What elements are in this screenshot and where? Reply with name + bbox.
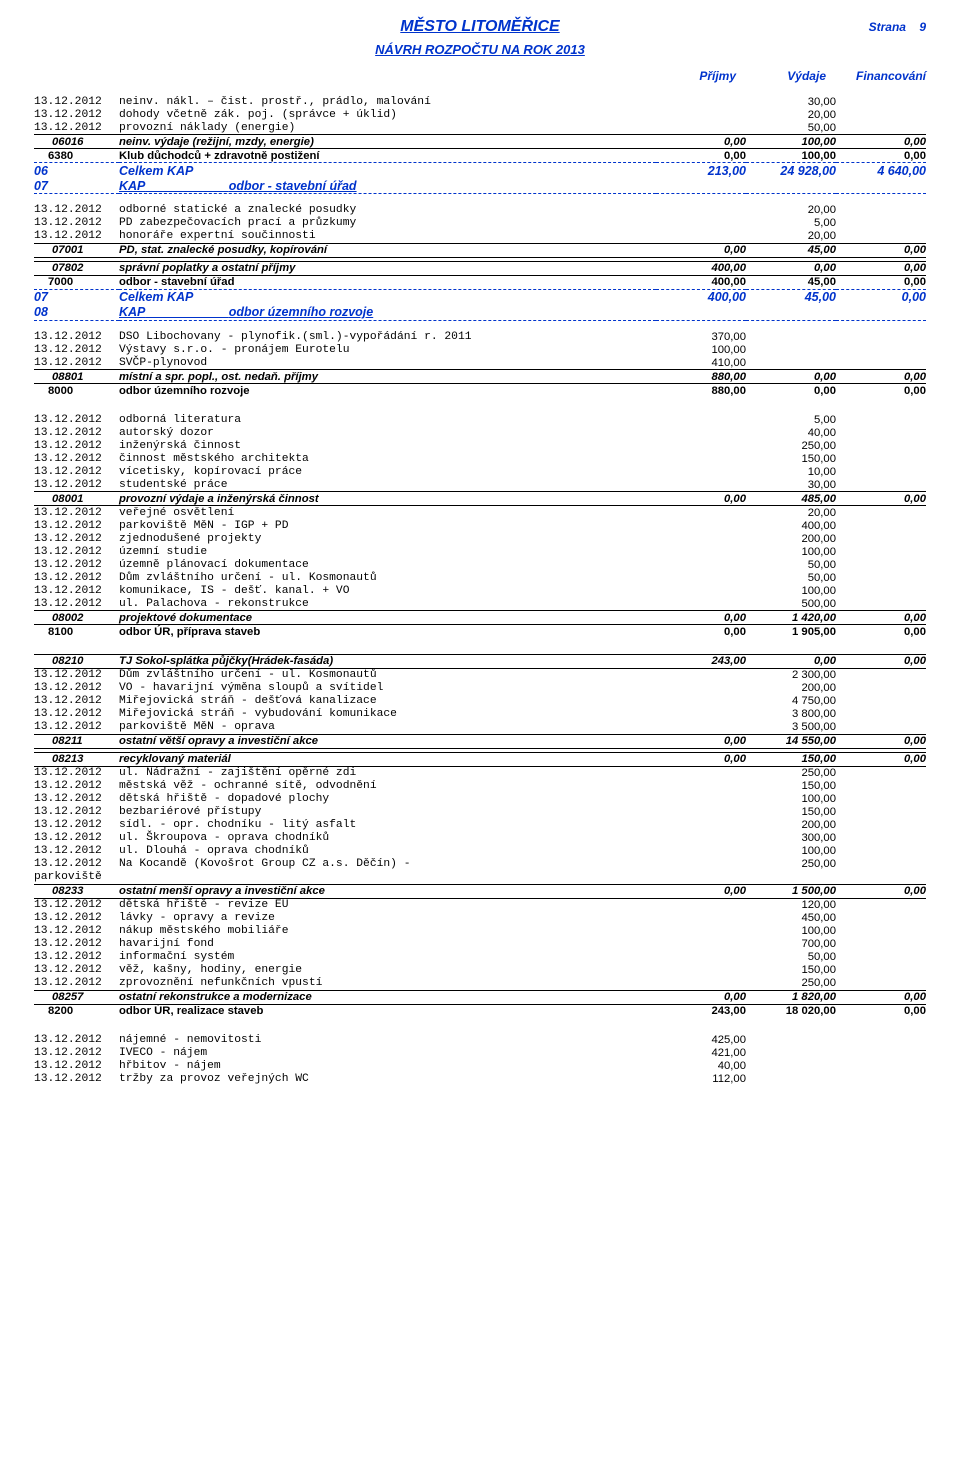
sum-row: 8200 odbor ÚR, realizace staveb 243,0018… <box>34 1004 926 1018</box>
kap-row: 08 KAP odbor územního rozvoje <box>34 305 926 321</box>
detail-row: 13.12.2012 parkoviště MěN - oprava 3 500… <box>34 721 926 735</box>
col-financovani: Financování <box>826 69 926 83</box>
detail-row: 13.12.2012 ul. Škroupova - oprava chodní… <box>34 832 926 845</box>
detail-row: 13.12.2012 odborné statické a znalecké p… <box>34 204 926 217</box>
detail-row: 13.12.2012 veřejné osvětlení 20,00 <box>34 506 926 520</box>
detail-row: 13.12.2012 sídl. - opr. chodníku - litý … <box>34 819 926 832</box>
detail-row: 13.12.2012 inženýrská činnost 250,00 <box>34 439 926 452</box>
sum-row: 7000 odbor - stavební úřad 400,0045,000,… <box>34 275 926 289</box>
subtotal-row: 06016 neinv. výdaje (režijní, mzdy, ener… <box>34 135 926 149</box>
detail-row: 13.12.2012 ul. Palachova - rekonstrukce … <box>34 597 926 611</box>
col-vydaje: Výdaje <box>736 69 826 83</box>
detail-row: 13.12.2012 zjednodušené projekty 200,00 <box>34 532 926 545</box>
detail-row: 13.12.2012 honoráře expertní součinnosti… <box>34 230 926 244</box>
sum-row: 8000 odbor územního rozvoje 880,000,000,… <box>34 384 926 398</box>
detail-row: 13.12.2012 Na Kocandě (Kovošrot Group CZ… <box>34 858 926 871</box>
detail-row: 13.12.2012 věž, kašny, hodiny, energie 1… <box>34 964 926 977</box>
detail-row: 13.12.2012 Dům zvláštního určení - ul. K… <box>34 571 926 584</box>
subtotal-row: 08233 ostatní menší opravy a investiční … <box>34 884 926 898</box>
detail-row: 13.12.2012 územně plánovací dokumentace … <box>34 558 926 571</box>
detail-row: 13.12.2012 neinv. nákl. – čist. prostř.,… <box>34 95 926 108</box>
detail-row: 13.12.2012 VO - havarijní výměna sloupů … <box>34 682 926 695</box>
detail-row: 13.12.2012 Miřejovická stráň - vybudován… <box>34 708 926 721</box>
detail-row: 13.12.2012 Výstavy s.r.o. - pronájem Eur… <box>34 343 926 356</box>
detail-row: 13.12.2012 územní studie 100,00 <box>34 545 926 558</box>
detail-row: 13.12.2012 bezbariérové přístupy 150,00 <box>34 806 926 819</box>
detail-row: 13.12.2012 lávky - opravy a revize 450,0… <box>34 912 926 925</box>
detail-row: 13.12.2012 PD zabezpečovacích prací a pr… <box>34 217 926 230</box>
detail-row: 13.12.2012 autorský dozor 40,00 <box>34 426 926 439</box>
detail-row: 13.12.2012 IVECO - nájem 421,00 <box>34 1047 926 1060</box>
detail-row: 13.12.2012 studentské práce 30,00 <box>34 478 926 492</box>
detail-row: 13.12.2012 nákup městského mobiliáře 100… <box>34 925 926 938</box>
col-prijmy: Příjmy <box>646 69 736 83</box>
subtotal-row: 08210 TJ Sokol-splátka půjčky(Hrádek-fas… <box>34 654 926 668</box>
detail-row: 13.12.2012 SVČP-plynovod 410,00 <box>34 356 926 370</box>
page-subtitle: NÁVRH ROZPOČTU NA ROK 2013 <box>34 42 926 57</box>
subtotal-row: 07802 správní poplatky a ostatní příjmy … <box>34 261 926 275</box>
detail-row: 13.12.2012 komunikace, IS - dešť. kanal.… <box>34 584 926 597</box>
detail-row: 13.12.2012 Dům zvláštního určení - ul. K… <box>34 668 926 682</box>
detail-row: 13.12.2012 dětská hřiště - dopadové ploc… <box>34 793 926 806</box>
subtotal-row: 08213 recyklovaný materiál 0,00150,000,0… <box>34 752 926 766</box>
detail-row: 13.12.2012 DSO Libochovany - plynofik.(s… <box>34 330 926 343</box>
subtotal-row: 08002 projektové dokumentace 0,001 420,0… <box>34 611 926 625</box>
detail-row: 13.12.2012 vícetisky, kopírovací práce 1… <box>34 465 926 478</box>
strana-label: Strana <box>869 20 906 34</box>
celkem-row: 06 Celkem KAP 213,0024 928,004 640,00 <box>34 163 926 179</box>
detail-row: 13.12.2012 Miřejovická stráň - dešťová k… <box>34 695 926 708</box>
celkem-row: 07 Celkem KAP 400,0045,000,00 <box>34 289 926 305</box>
sum-row: 6380 Klub důchodců + zdravotně postižení… <box>34 149 926 163</box>
detail-row: 13.12.2012 ul. Nádražní - zajištění opěr… <box>34 766 926 780</box>
subtotal-row: 07001 PD, stat. znalecké posudky, kopíro… <box>34 243 926 257</box>
sum-row: 8100 odbor ÚR, příprava staveb 0,001 905… <box>34 625 926 639</box>
subtotal-row: 08211 ostatní větší opravy a investiční … <box>34 734 926 748</box>
detail-row: 13.12.2012 informační systém 50,00 <box>34 951 926 964</box>
detail-row: 13.12.2012 tržby za provoz veřejných WC … <box>34 1073 926 1086</box>
detail-row: 13.12.2012 hřbitov - nájem 40,00 <box>34 1060 926 1073</box>
strana-num: 9 <box>919 20 926 34</box>
detail-row: 13.12.2012 odborná literatura 5,00 <box>34 413 926 426</box>
detail-row: 13.12.2012 dohody včetně zák. poj. (sprá… <box>34 108 926 121</box>
column-headers: Příjmy Výdaje Financování <box>34 69 926 83</box>
detail-row: 13.12.2012 provozní náklady (energie) 50… <box>34 121 926 135</box>
kap-row: 07 KAP odbor - stavební úřad <box>34 178 926 194</box>
subtotal-row: 08801 místní a spr. popl., ost. nedaň. p… <box>34 370 926 384</box>
detail-row: 13.12.2012 ul. Dlouhá - oprava chodníků … <box>34 845 926 858</box>
detail-row: 13.12.2012 městská věž - ochranné sítě, … <box>34 780 926 793</box>
detail-row: 13.12.2012 havarijní fond 700,00 <box>34 938 926 951</box>
detail-row: 13.12.2012 zprovoznění nefunkčních vpust… <box>34 977 926 991</box>
subtotal-row: 08001 provozní výdaje a inženýrská činno… <box>34 492 926 506</box>
detail-row: parkoviště <box>34 871 926 885</box>
detail-row: 13.12.2012 nájemné - nemovitosti 425,00 <box>34 1034 926 1047</box>
subtotal-row: 08257 ostatní rekonstrukce a modernizace… <box>34 990 926 1004</box>
detail-row: 13.12.2012 dětská hřiště - revize EU 120… <box>34 898 926 912</box>
detail-row: 13.12.2012 činnost městského architekta … <box>34 452 926 465</box>
detail-row: 13.12.2012 parkoviště MěN - IGP + PD 400… <box>34 519 926 532</box>
budget-table: 13.12.2012 neinv. nákl. – čist. prostř.,… <box>34 95 926 1086</box>
